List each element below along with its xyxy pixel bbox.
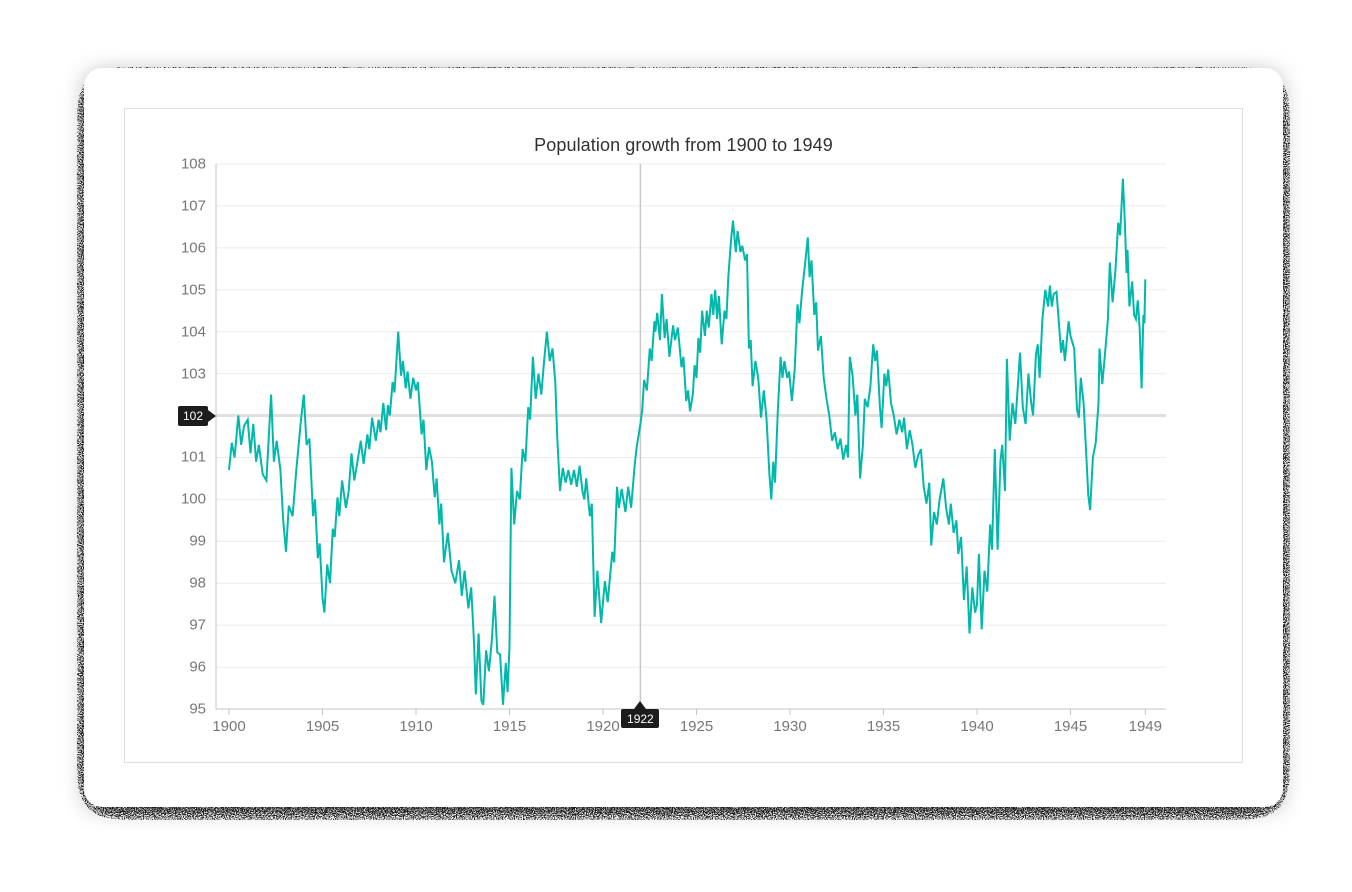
y-axis-tick-label: 96 <box>189 658 206 676</box>
y-axis-tick-label: 104 <box>180 323 206 341</box>
x-axis-tick-label: 1910 <box>399 718 433 735</box>
x-axis-tick-label: 1925 <box>679 718 714 735</box>
chart-title: Population growth from 1900 to 1949 <box>534 135 833 155</box>
population-series-line[interactable] <box>228 178 1147 706</box>
y-axis-tick-label: 107 <box>180 197 206 215</box>
x-axis-tick-label: 1940 <box>960 718 994 735</box>
x-axis-tick-label: 1945 <box>1053 718 1088 735</box>
x-axis-tick-label: 1935 <box>866 718 901 735</box>
y-axis-tick-label: 99 <box>189 532 206 550</box>
line-chart-visual[interactable]: Population growth from 1900 to 1949 95 96… <box>124 108 1243 763</box>
x-axis-tick-label: 1920 <box>586 718 620 735</box>
x-axis-tick-label: 1930 <box>773 718 807 735</box>
y-axis-tick-label: 105 <box>180 281 206 299</box>
y-axis-tick-label: 103 <box>180 365 206 383</box>
x-axis-tick-label: 1905 <box>305 718 340 735</box>
report-card: Population growth from 1900 to 1949 95 96… <box>84 68 1283 807</box>
x-axis-tick-label: 1915 <box>492 718 527 735</box>
x-axis-crosshair-badge[interactable]: 1922 <box>621 709 660 728</box>
y-axis-crosshair-badge[interactable]: 102 <box>178 405 208 426</box>
y-axis-tick-label: 98 <box>189 574 206 592</box>
y-axis-tick-label: 101 <box>180 448 206 466</box>
y-axis-tick-label: 97 <box>189 616 206 634</box>
y-axis-tick-label: 95 <box>189 700 206 718</box>
y-axis-tick-label: 108 <box>180 155 206 173</box>
x-axis-tick-label: 1900 <box>212 718 246 735</box>
y-axis-tick-label: 100 <box>180 490 206 508</box>
y-axis-tick-label: 106 <box>180 239 206 257</box>
x-axis-tick-label: 1949 <box>1128 718 1162 735</box>
chart-plot-area[interactable] <box>125 109 1242 762</box>
